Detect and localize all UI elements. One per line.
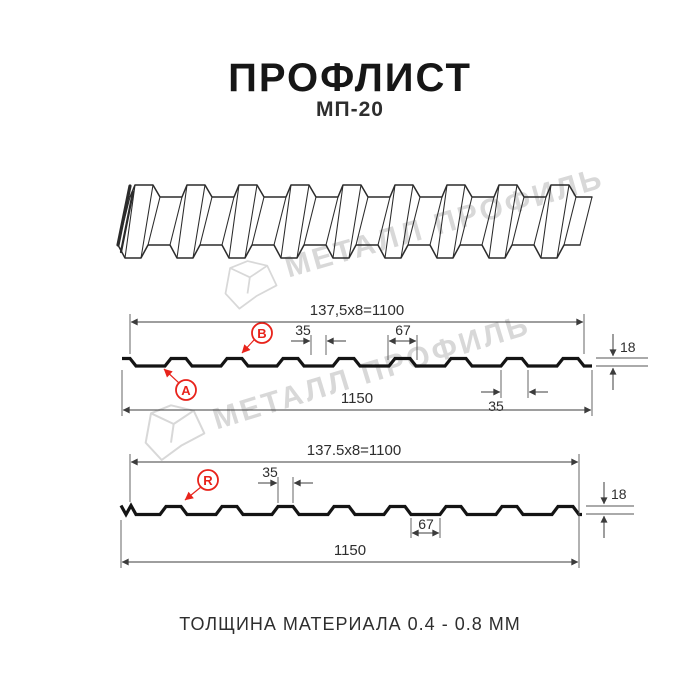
sheet-3d-wireframe xyxy=(116,184,593,259)
watermark-logo-icon xyxy=(224,260,278,310)
callout-b-circle xyxy=(251,322,273,344)
dim-label-rib-top-width: 35 xyxy=(295,322,311,338)
callout-a-label: A xyxy=(181,383,191,398)
dim-label-height: 18 xyxy=(611,486,627,502)
profile-a-outline xyxy=(122,356,592,368)
dim-label-pan-width: 67 xyxy=(418,516,434,532)
dim-label-height: 18 xyxy=(620,339,636,355)
profile-model-name: МП-20 xyxy=(316,98,384,121)
profile-r-outline xyxy=(119,502,582,518)
dim-label-total-width: 1150 xyxy=(334,542,366,559)
callout-r-label: R xyxy=(203,473,213,488)
dim-label-rib-top-width: 35 xyxy=(262,464,278,480)
dim-label-pan-width: 67 xyxy=(395,322,411,338)
dim-label-total-width: 1150 xyxy=(341,390,373,407)
dim-label-module-width: 137,5x8=1100 xyxy=(310,302,404,319)
dim-label-module-width: 137.5x8=1100 xyxy=(307,442,401,459)
callout-b-label: B xyxy=(257,326,266,341)
page-title: ПРОФЛИСТ xyxy=(228,56,472,100)
material-thickness-note: ТОЛЩИНА МАТЕРИАЛА 0.4 - 0.8 ММ xyxy=(179,614,521,634)
callout-r-circle xyxy=(197,469,219,491)
callout-a-circle xyxy=(175,379,197,401)
